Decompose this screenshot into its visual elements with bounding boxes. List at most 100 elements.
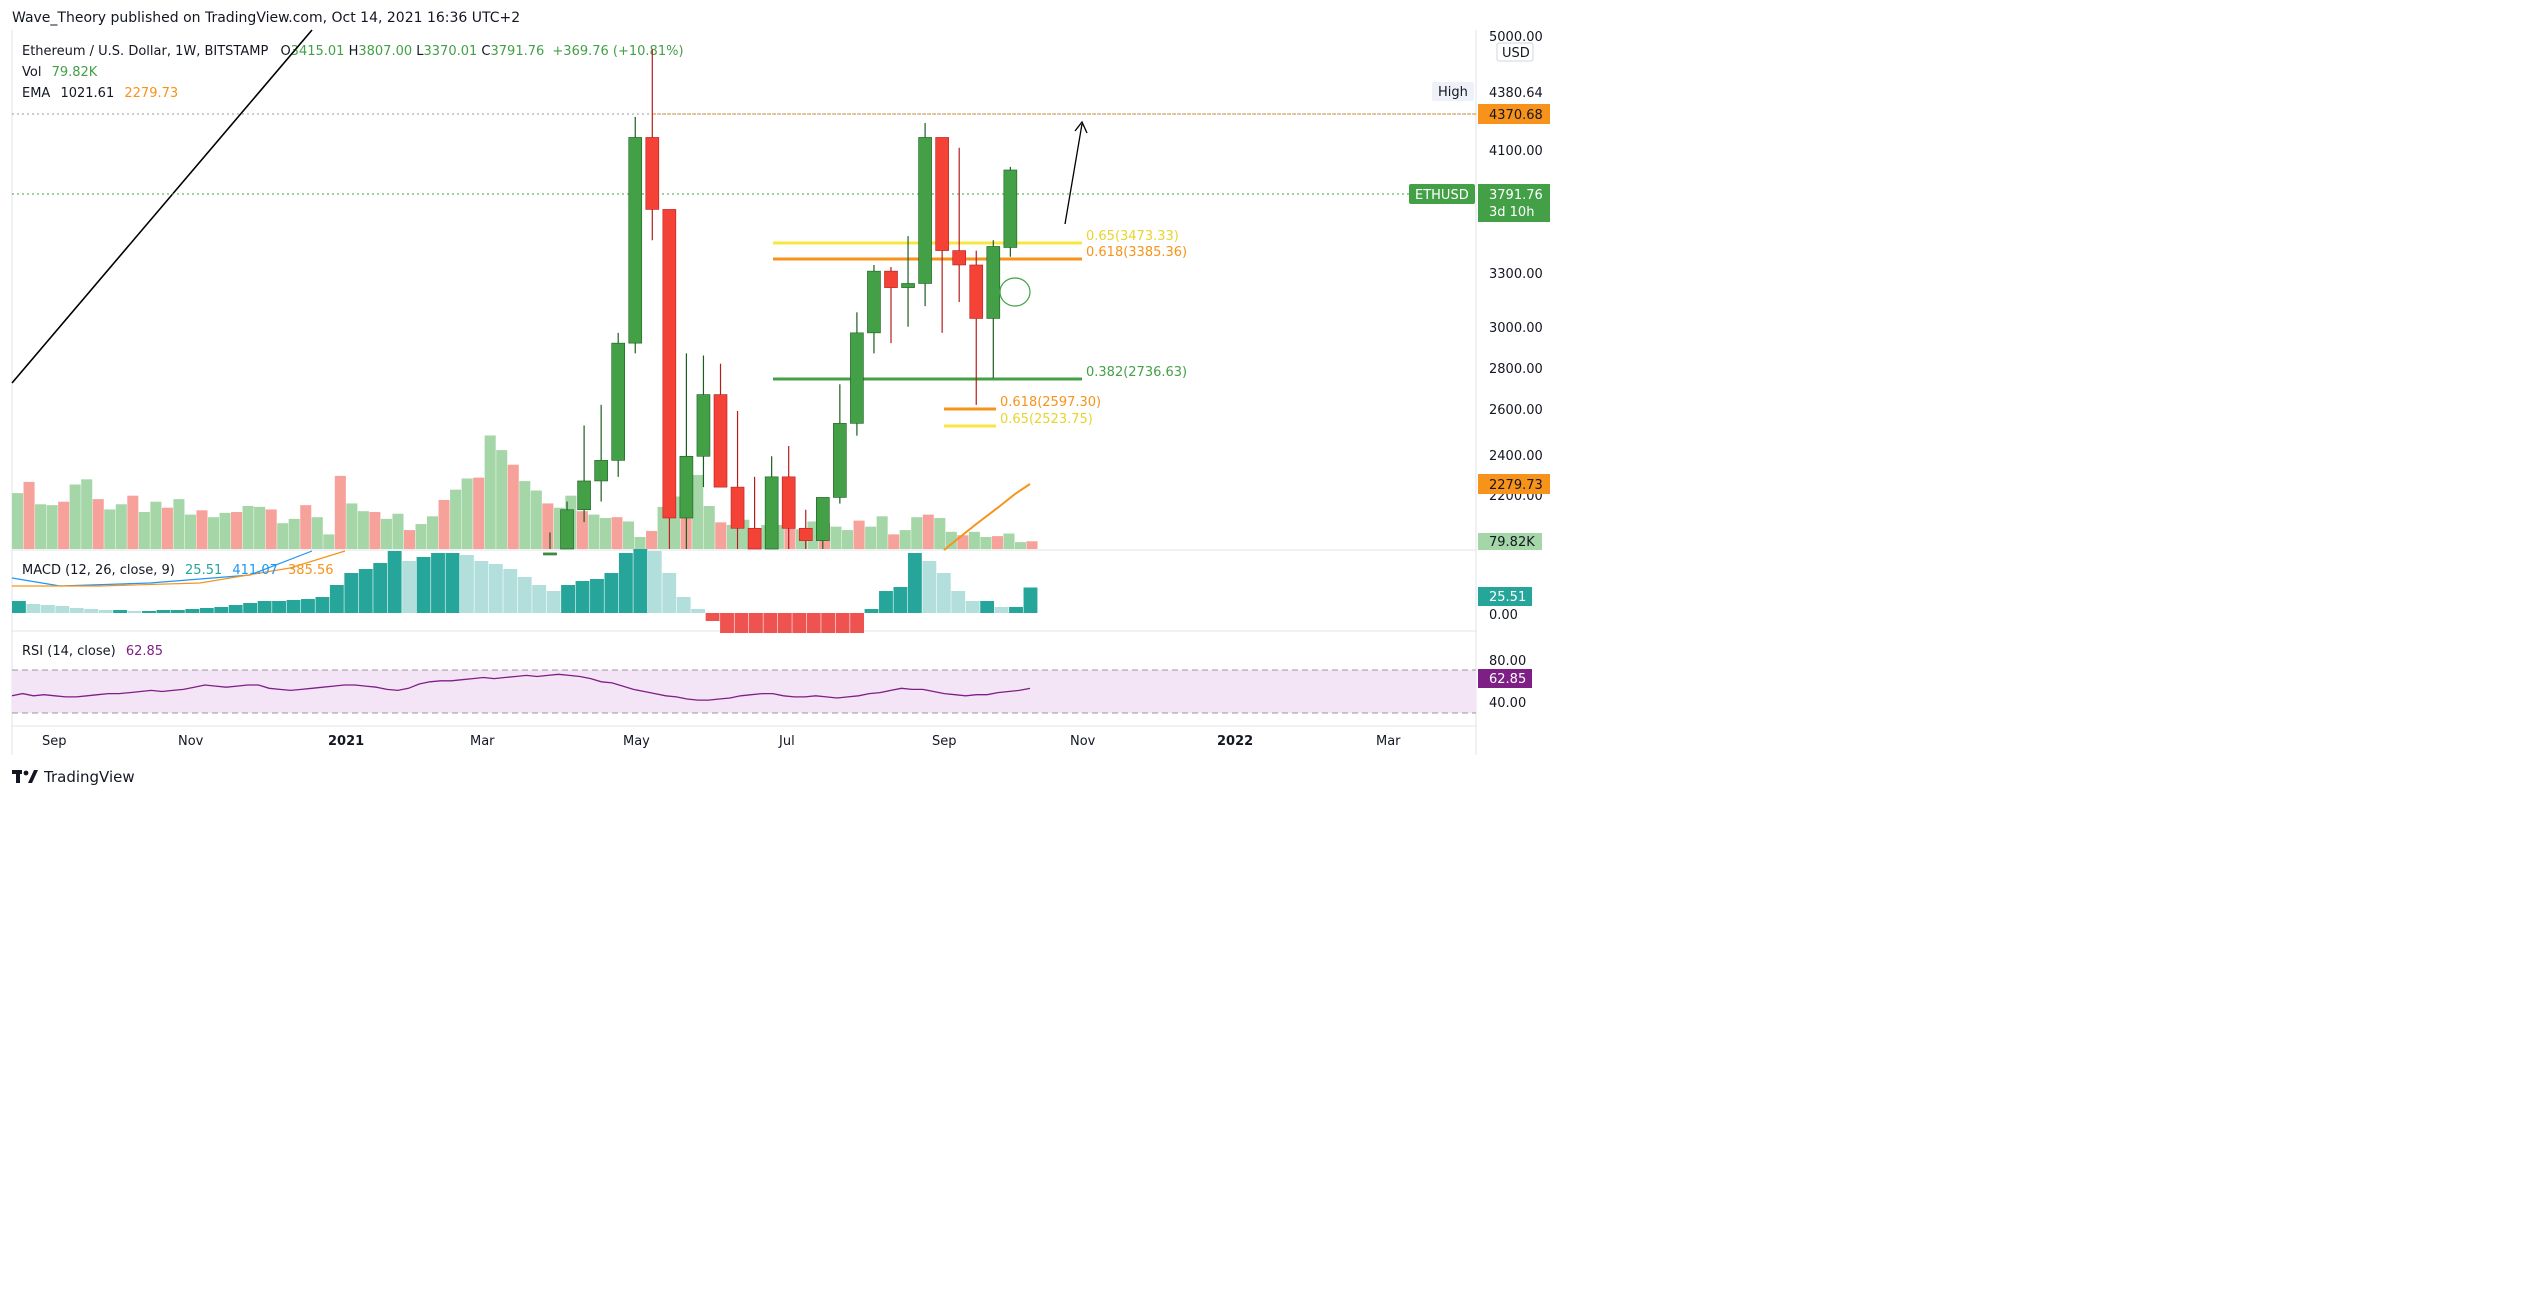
candle-body (781, 476, 796, 529)
ohlc-high-label: H (348, 44, 359, 59)
macd-bar (243, 603, 258, 613)
candle-body (815, 497, 830, 541)
volume-bar (726, 524, 738, 549)
macd-bar (590, 579, 604, 613)
macd-bar (127, 611, 142, 613)
volume-bar (242, 506, 254, 549)
candle-body (730, 486, 745, 529)
macd-bar (214, 607, 229, 613)
macd-bar (763, 613, 778, 633)
macd-bar (662, 573, 677, 613)
volume-bar (288, 518, 300, 549)
volume-bar (957, 535, 969, 549)
rsi-legend[interactable]: RSI (14, close) 62.85 (22, 644, 163, 659)
volume-bar (865, 526, 877, 549)
candle-body (628, 137, 643, 344)
macd-zero-tick: 0.00 (1489, 608, 1518, 623)
macd-bar (633, 549, 648, 613)
volume-tag-text: 79.82K (1489, 535, 1535, 550)
volume-bar (911, 517, 923, 549)
rsi-pane (11, 669, 1476, 714)
candle-body (696, 394, 711, 457)
time-axis[interactable]: Sep Nov 2021 Mar May Jul Sep Nov 2022 Ma… (42, 734, 1401, 749)
volume-bar (738, 519, 750, 549)
unit-badge[interactable] (1496, 42, 1534, 62)
ema-legend[interactable]: EMA 1021.61 2279.73 (22, 86, 178, 101)
macd-bar (142, 611, 156, 613)
macd-value-tag (1478, 587, 1532, 606)
candle-body (935, 137, 949, 251)
trend-line[interactable] (11, 29, 313, 384)
ema-length: 1021.61 (60, 86, 115, 101)
volume-bar (576, 511, 588, 549)
candle-body (543, 552, 557, 556)
candle-body (918, 137, 932, 284)
macd-bar (474, 561, 489, 613)
unit-label: USD (1502, 46, 1530, 61)
volume-bar (1026, 541, 1038, 549)
volume-bar (81, 479, 93, 549)
candlesticks (543, 48, 1018, 556)
macd-line-fragment (11, 550, 313, 587)
macd-bar (199, 608, 214, 613)
volume-value: 79.82K (51, 65, 98, 80)
macd-macd-value: 411.07 (232, 563, 278, 578)
ohlc-open-value: 3415.01 (290, 44, 345, 59)
symbol-legend[interactable]: Ethereum / U.S. Dollar, 1W, BITSTAMP O34… (22, 44, 684, 59)
candle-body (986, 246, 1001, 319)
macd-bar (907, 553, 922, 613)
volume-bar (553, 507, 565, 549)
publisher-line: Wave_Theory published on TradingView.com… (12, 10, 521, 26)
price-tick-3300: 3300.00 (1489, 267, 1543, 282)
candle-body (764, 476, 779, 550)
rsi-label: RSI (14, close) (22, 644, 116, 659)
ohlc-close-value: 3791.76 (490, 44, 545, 59)
volume-bar (807, 521, 819, 549)
macd-signal-fragment (12, 550, 346, 587)
macd-bar (893, 587, 908, 613)
rsi-tick-40: 40.00 (1489, 696, 1526, 711)
circle-annotation[interactable] (999, 277, 1031, 307)
tradingview-logo[interactable]: TradingView (12, 768, 135, 786)
macd-bar (329, 585, 344, 613)
rsi-line (11, 673, 1031, 701)
volume-bar (692, 475, 704, 549)
ohlc-open-label: O (280, 44, 291, 59)
macd-histogram (12, 549, 1038, 633)
projection-arrow-head (1074, 120, 1088, 134)
chart-canvas[interactable]: 0.65(3473.33) 0.618(3385.36) 0.382(2736.… (0, 0, 1568, 800)
fib-upper-0618-label: 0.618(3385.36) (1086, 245, 1187, 260)
candle-body (594, 460, 608, 482)
volume-bar (46, 505, 58, 549)
orange-price-tag-text: 4370.68 (1489, 108, 1543, 123)
volume-bar (219, 512, 231, 549)
projection-arrow[interactable] (1064, 123, 1083, 225)
time-label-may-2021: May (623, 734, 650, 749)
macd-bar (806, 613, 821, 633)
last-price-value: 3791.76 (1489, 188, 1543, 203)
volume-bar (530, 490, 542, 549)
volume-bar (115, 504, 127, 549)
volume-bar (496, 450, 508, 549)
last-price-tag (1478, 184, 1550, 222)
price-axis[interactable]: 5000.00 USD 4100.00 3300.00 3000.00 2800… (1409, 30, 1550, 711)
candle-body (713, 394, 728, 488)
macd-bar (835, 613, 850, 633)
macd-bar (936, 573, 951, 613)
macd-bar (344, 573, 359, 613)
price-tick-2600: 2600.00 (1489, 403, 1543, 418)
macd-bar (69, 608, 84, 613)
volume-bar (127, 495, 139, 549)
ema-label: EMA (22, 86, 51, 101)
symbol-title: Ethereum / U.S. Dollar, 1W, BITSTAMP (22, 44, 269, 59)
macd-bar (777, 613, 792, 633)
macd-bar (156, 610, 171, 613)
orange-price-tag (1478, 104, 1550, 124)
macd-bar (26, 604, 41, 613)
volume-bar (58, 501, 70, 549)
volume-legend[interactable]: Vol 79.82K (22, 65, 97, 80)
volume-bar (173, 499, 185, 549)
macd-legend[interactable]: MACD (12, 26, close, 9) 25.51 411.07 385… (22, 563, 334, 578)
macd-bar (994, 607, 1009, 613)
volume-bar (484, 435, 496, 549)
